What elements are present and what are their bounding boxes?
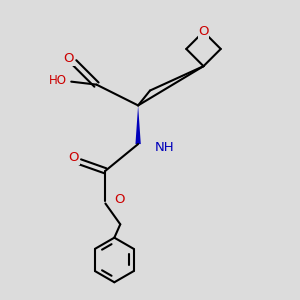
Polygon shape bbox=[135, 105, 141, 144]
Text: O: O bbox=[114, 193, 125, 206]
Text: O: O bbox=[68, 151, 79, 164]
Text: HO: HO bbox=[49, 74, 67, 87]
Text: O: O bbox=[198, 25, 209, 38]
Text: NH: NH bbox=[154, 140, 174, 154]
Text: O: O bbox=[64, 52, 74, 65]
